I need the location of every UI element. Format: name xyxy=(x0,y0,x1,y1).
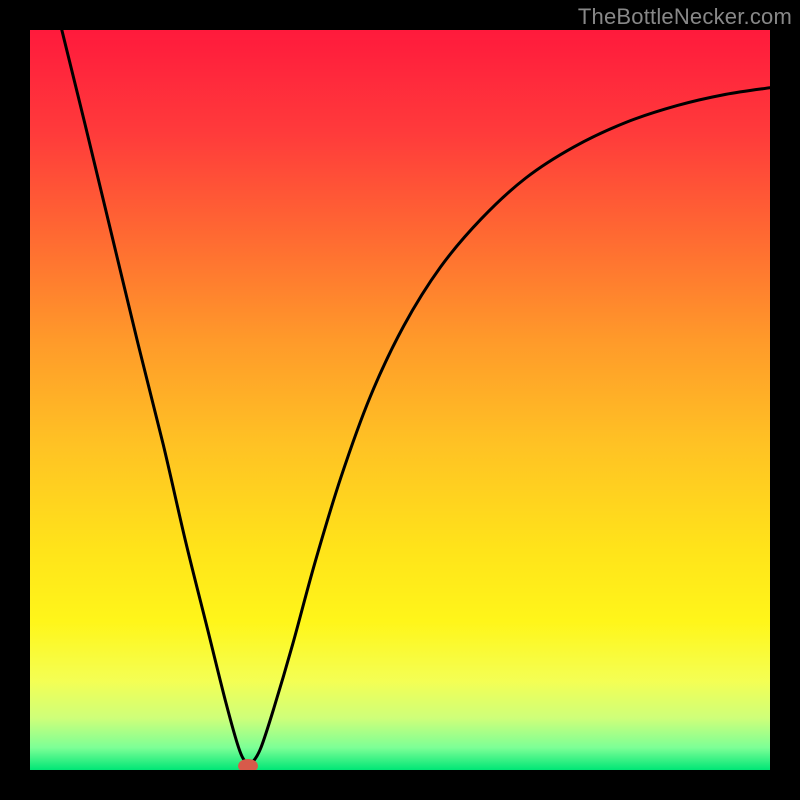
watermark-text: TheBottleNecker.com xyxy=(578,4,792,30)
bottleneck-curve xyxy=(30,30,770,770)
optimal-point-marker xyxy=(238,759,258,773)
